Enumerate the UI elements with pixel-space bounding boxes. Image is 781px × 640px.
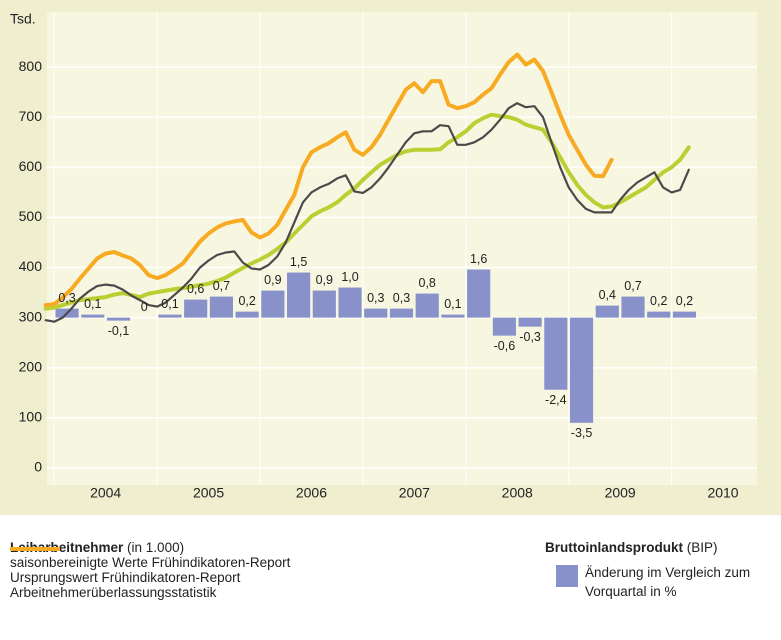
y-tick-label: 600 (19, 158, 43, 174)
y-tick-label: 100 (19, 409, 43, 425)
data-label: 1,0 (341, 270, 358, 284)
legend-title: Leiharbeitnehmer (10, 540, 124, 555)
legend-lines: Leiharbeitnehmer (in 1.000) saisonberein… (10, 540, 430, 640)
bar (467, 269, 491, 318)
data-label: 1,6 (470, 252, 487, 266)
bar (312, 290, 336, 318)
bar (261, 290, 285, 318)
bar (647, 311, 671, 318)
legend-label: Änderung im Vergleich zum Vorquartal in … (585, 565, 751, 599)
legend-item: Arbeitnehmerüberlassungsstatistik (10, 547, 430, 600)
bar (441, 314, 465, 318)
y-tick-label: 400 (19, 258, 43, 274)
bar (158, 314, 182, 318)
data-label: 0,9 (264, 273, 281, 287)
x-tick-label: 2009 (605, 485, 636, 501)
legend-header: Bruttoinlandsprodukt (BIP) (545, 540, 775, 555)
data-label: 0,8 (419, 276, 436, 290)
bar (389, 308, 414, 318)
x-tick-label: 2010 (707, 485, 738, 501)
data-label: 0,9 (316, 273, 333, 287)
plot-area (47, 12, 757, 485)
data-label: 0,3 (367, 291, 384, 305)
bar (287, 272, 311, 318)
x-tick-label: 2005 (193, 485, 224, 501)
data-label: 1,5 (290, 255, 307, 269)
y-tick-label: 300 (19, 308, 43, 324)
data-label: -2,4 (545, 393, 567, 407)
data-label: 0,7 (213, 279, 230, 293)
bar (569, 317, 594, 423)
data-label: -0,6 (494, 339, 516, 353)
bar (81, 314, 105, 318)
bar (209, 296, 233, 318)
data-label: 0,6 (187, 282, 204, 296)
bar (364, 308, 388, 318)
legend-label: saisonbereinigte Werte Frühindikatoren-R… (10, 555, 291, 570)
legend-label: Ursprungswert Frühindikatoren-Report (10, 570, 241, 585)
data-label: 0,2 (676, 294, 693, 308)
data-label: 0 (141, 300, 148, 314)
bar (415, 293, 439, 318)
legend-subtitle: (BIP) (686, 540, 718, 555)
y-tick-label: 0 (34, 459, 42, 475)
y-tick-label: 700 (19, 108, 43, 124)
legend-swatch (10, 547, 60, 551)
data-label: 0,2 (238, 294, 255, 308)
bar (184, 299, 208, 318)
legend-bars: Bruttoinlandsprodukt (BIP) Änderung im V… (545, 540, 775, 640)
line-series (43, 52, 614, 308)
data-label: 0,1 (84, 297, 101, 311)
data-label: 0,2 (650, 294, 667, 308)
data-label: -3,5 (571, 426, 593, 440)
y-axis-label: Tsd. (10, 11, 36, 27)
chart: Tsd. 0 100 200 300 400 500 600 700 800 2004 2005 20… (0, 0, 781, 515)
legend-item: saisonbereinigte Werte Frühindikatoren-R… (10, 547, 430, 570)
data-label: 0,1 (444, 297, 461, 311)
data-label: 0,3 (393, 291, 410, 305)
data-label: 0,7 (624, 279, 641, 293)
bar (672, 311, 697, 318)
y-tick-label: 500 (19, 208, 43, 224)
y-tick-label: 200 (19, 358, 43, 374)
data-label: 0,1 (161, 297, 178, 311)
line-series (43, 112, 691, 311)
bar (621, 296, 645, 318)
bar (338, 287, 362, 318)
bar (595, 305, 619, 318)
x-tick-label: 2008 (502, 485, 533, 501)
bar (492, 317, 516, 336)
bar (106, 317, 131, 321)
bar (518, 317, 542, 327)
legend-subtitle: (in 1.000) (127, 540, 185, 555)
legend-label: Arbeitnehmerüberlassungsstatistik (10, 585, 217, 600)
x-tick-label: 2006 (296, 485, 327, 501)
legend-header: Leiharbeitnehmer (in 1.000) (10, 540, 430, 555)
legend-swatch (556, 565, 578, 587)
line-series (44, 102, 690, 323)
legend-title: Bruttoinlandsprodukt (545, 540, 683, 555)
data-label: 0,3 (58, 291, 75, 305)
bar (544, 317, 568, 390)
legend-item: Ursprungswert Frühindikatoren-Report (10, 548, 430, 585)
bar (235, 311, 259, 318)
y-tick-label: 800 (19, 58, 43, 74)
x-tick-label: 2004 (90, 485, 121, 501)
x-tick-label: 2007 (399, 485, 430, 501)
data-label: 0,4 (599, 288, 616, 302)
data-label: -0,1 (108, 324, 130, 338)
data-label: -0,3 (519, 330, 541, 344)
